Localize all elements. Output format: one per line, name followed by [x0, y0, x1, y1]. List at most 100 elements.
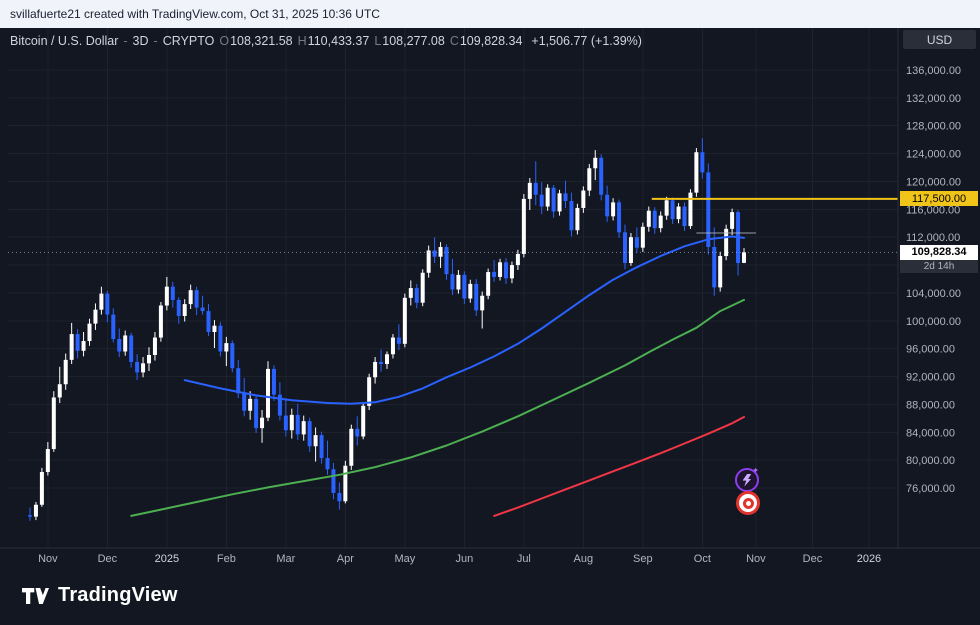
candle-body — [212, 325, 217, 332]
candle-body — [664, 200, 669, 216]
candle-body — [605, 194, 610, 217]
candle-body — [355, 428, 360, 437]
candle-body — [200, 307, 205, 312]
candle-body — [444, 246, 449, 275]
candle-body — [260, 417, 265, 429]
candle-body — [593, 157, 598, 169]
candle-body — [742, 252, 746, 263]
candle-body — [414, 288, 419, 303]
price-axis[interactable]: 136,000.00 132,000.00 128,000.00 124,000.00… — [906, 65, 961, 495]
attribution-bar: svillafuerte21 created with TradingView.… — [0, 0, 980, 28]
price-tick-label: 80,000.00 — [906, 455, 955, 467]
candle-body — [206, 311, 211, 332]
candle-body — [379, 361, 384, 365]
time-axis[interactable]: Nov Dec 2025 Feb Mar Apr May Jun Jul Aug Sep Oct Nov… — [38, 553, 881, 565]
sticker-lightning-icon: ✦ — [735, 467, 759, 492]
candle-body — [129, 335, 134, 362]
open-value: O 108,321.58 — [219, 34, 293, 48]
candle-body — [521, 198, 526, 254]
candle-body — [45, 449, 50, 473]
candle-body — [718, 256, 723, 288]
low-value: L 108,277.08 — [374, 34, 445, 48]
current-price-label: 109,828.34 — [900, 244, 978, 260]
candle-body — [402, 297, 407, 344]
candle-body — [408, 288, 413, 298]
candle-body — [158, 305, 163, 338]
currency-toggle-button[interactable]: USD — [903, 30, 976, 49]
candle-body — [170, 286, 175, 300]
candle-body — [307, 421, 312, 447]
candle-body — [33, 504, 38, 517]
time-tick-label: Dec — [803, 553, 823, 565]
candle-body — [557, 193, 562, 212]
candle-body — [682, 206, 687, 227]
candle-body — [474, 283, 479, 311]
candle-body — [373, 361, 378, 378]
candle-body — [105, 293, 110, 315]
attribution-text: svillafuerte21 created with TradingView.… — [10, 7, 380, 21]
candle-body — [266, 368, 270, 418]
interval-label[interactable]: 3D — [132, 34, 149, 48]
candle-body — [236, 368, 241, 394]
ma-mid-line — [130, 298, 745, 517]
candle-body — [492, 272, 497, 277]
candle-body — [694, 152, 699, 193]
tradingview-logo[interactable]: TradingView — [22, 584, 178, 607]
candle-body — [343, 465, 348, 502]
candle-body — [224, 343, 229, 352]
candle-body — [706, 172, 711, 247]
tradingview-wordmark: TradingView — [58, 584, 178, 606]
price-tick-label: 88,000.00 — [906, 399, 955, 411]
symbol-name[interactable]: Bitcoin / U.S. Dollar — [10, 34, 119, 48]
price-tick-label: 92,000.00 — [906, 372, 955, 384]
time-tick-label: Oct — [694, 553, 711, 565]
candle-body — [147, 354, 151, 364]
candle-body — [182, 304, 187, 316]
candle-body — [628, 237, 633, 263]
candle-body — [57, 384, 62, 398]
candle-body — [39, 472, 44, 505]
exchange-label: CRYPTO — [162, 34, 215, 48]
candle-body — [652, 210, 657, 229]
candle-body — [658, 215, 663, 229]
lifebuoy-ring-icon — [742, 497, 754, 509]
time-tick-label: Apr — [337, 553, 354, 565]
candle-body — [634, 237, 639, 248]
candle-body — [313, 435, 318, 447]
candle-body — [289, 414, 294, 431]
candle-body — [480, 295, 485, 311]
price-tick-label: 120,000.00 — [906, 176, 961, 188]
candle-body — [271, 368, 276, 395]
price-tick-label: 136,000.00 — [906, 65, 961, 77]
time-tick-label: May — [394, 553, 415, 565]
price-tick-label: 84,000.00 — [906, 427, 955, 439]
candle-body — [349, 428, 354, 466]
ma-slow-line — [493, 416, 745, 517]
candle-body — [688, 192, 693, 227]
candle-body — [218, 325, 223, 352]
candle-body — [361, 405, 366, 437]
price-tick-label: 112,000.00 — [906, 232, 960, 244]
price-tick-label: 96,000.00 — [906, 344, 955, 356]
candle-body — [426, 250, 431, 273]
candle-body — [28, 515, 32, 517]
candle-body — [87, 323, 92, 342]
lightning-bolt-icon — [742, 473, 752, 487]
candle-body — [123, 335, 128, 352]
candle-body — [730, 212, 735, 229]
level-price-label[interactable]: 117,500.00 — [900, 191, 978, 207]
candle-body — [152, 337, 157, 355]
tradingview-mark-icon — [22, 587, 49, 604]
time-tick-label: 2025 — [155, 553, 179, 565]
candle-body — [611, 202, 616, 217]
time-tick-label: Sep — [633, 553, 653, 565]
bar-countdown-label: 2d 14h — [900, 259, 978, 273]
candle-body — [515, 253, 520, 266]
candle-body — [539, 194, 544, 207]
candle-body — [617, 202, 622, 233]
candle-body — [325, 458, 330, 470]
price-tick-label: 100,000.00 — [906, 316, 961, 328]
candle-body — [283, 415, 288, 431]
sticker-lifebuoy-icon — [736, 491, 760, 515]
